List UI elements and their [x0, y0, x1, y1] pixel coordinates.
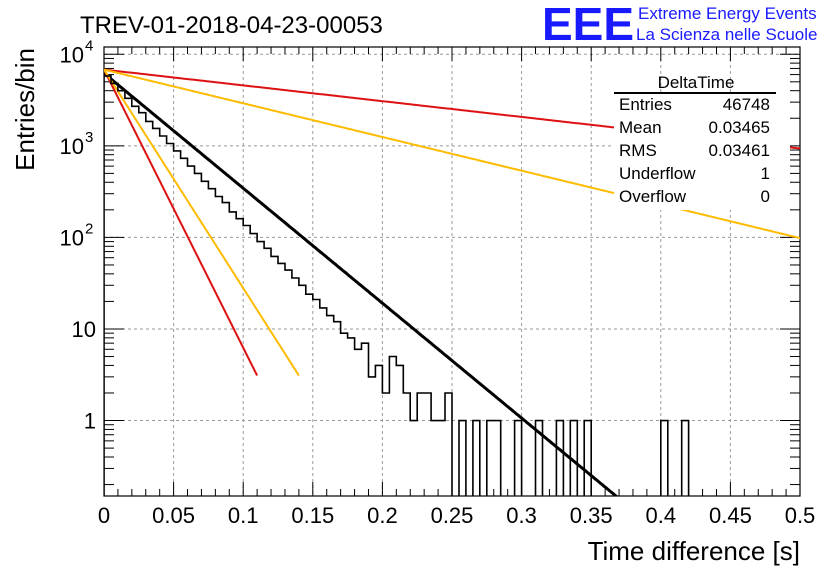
x-tick-label: 0.4 — [646, 503, 677, 528]
x-tick-label: 0.1 — [228, 503, 259, 528]
stats-box-bg — [614, 92, 790, 210]
stats-value: 0.03465 — [709, 118, 770, 137]
x-tick-label: 0.05 — [152, 503, 195, 528]
x-tick-label: 0.3 — [506, 503, 537, 528]
x-tick-label: 0 — [98, 503, 110, 528]
fit-curve-5 — [104, 69, 300, 377]
y-tick-label: 1 — [84, 409, 96, 434]
stats-rows: Entries 46748 Mean 0.03465 RMS 0.03461 Underfl… — [619, 95, 770, 206]
y-tick-exponent: 3 — [85, 129, 93, 146]
fit-curve-4 — [104, 69, 258, 376]
logo-text: EEE — [542, 0, 634, 50]
stats-label: Mean — [619, 118, 662, 137]
fit-curves — [104, 68, 800, 496]
stats-value: 1 — [761, 164, 770, 183]
histogram — [104, 75, 690, 496]
stats-label: Entries — [619, 95, 672, 114]
y-tick-label: 10 — [60, 42, 84, 67]
histogram-outline — [104, 75, 690, 496]
x-axis-title: Time difference [s] — [588, 536, 800, 566]
stats-value: 0 — [761, 187, 770, 206]
stats-label: Overflow — [619, 187, 687, 206]
logo-line1: Extreme Energy Events — [638, 4, 817, 23]
stats-box: DeltaTime Entries 46748 Mean 0.03465 RMS 0.03… — [614, 73, 790, 210]
y-tick-exponent: 4 — [85, 37, 93, 54]
x-tick-label: 0.45 — [709, 503, 752, 528]
y-tick-label: 10 — [60, 134, 84, 159]
stats-value: 0.03461 — [709, 141, 770, 160]
x-tick-labels: 0 0.05 0.1 0.15 0.2 0.25 0.3 0.35 0.4 0.45 0.5 — [98, 503, 815, 528]
y-tick-label: 10 — [60, 225, 84, 250]
y-axis-title: Entries/bin — [10, 48, 40, 171]
stats-title: DeltaTime — [658, 73, 735, 92]
x-tick-label: 0.15 — [291, 503, 334, 528]
y-tick-label: 10 — [72, 317, 96, 342]
y-tick-exponent: 2 — [85, 220, 93, 237]
x-tick-label: 0.5 — [785, 503, 816, 528]
stats-label: RMS — [619, 141, 657, 160]
stats-label: Underflow — [619, 164, 696, 183]
run-title: TREV-01-2018-04-23-00053 — [80, 12, 383, 39]
logo-line2: La Scienza nelle Scuole — [636, 25, 817, 44]
stats-value: 46748 — [723, 95, 770, 114]
x-tick-label: 0.25 — [431, 503, 474, 528]
x-tick-label: 0.2 — [367, 503, 398, 528]
eee-logo: EEE Extreme Energy Events La Scienza nel… — [542, 0, 817, 50]
fit-curve-1 — [104, 72, 619, 496]
x-tick-label: 0.35 — [570, 503, 613, 528]
fit-curve-3 — [104, 68, 800, 240]
